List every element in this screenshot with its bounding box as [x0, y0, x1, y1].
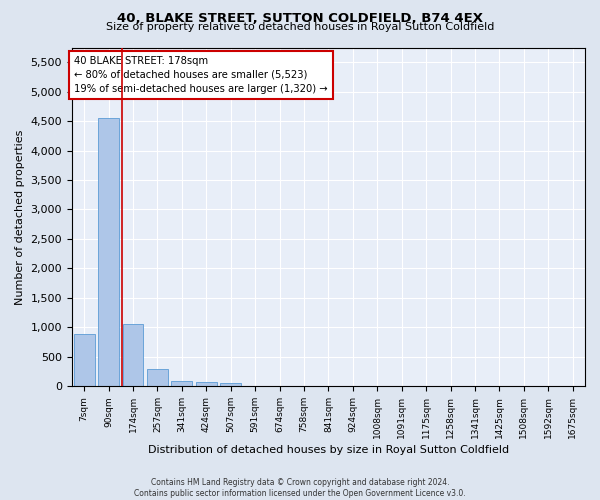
Bar — [98, 118, 119, 386]
Bar — [220, 384, 241, 386]
Text: 40, BLAKE STREET, SUTTON COLDFIELD, B74 4EX: 40, BLAKE STREET, SUTTON COLDFIELD, B74 … — [117, 12, 483, 26]
Text: Contains HM Land Registry data © Crown copyright and database right 2024.
Contai: Contains HM Land Registry data © Crown c… — [134, 478, 466, 498]
Text: 40 BLAKE STREET: 178sqm
← 80% of detached houses are smaller (5,523)
19% of semi: 40 BLAKE STREET: 178sqm ← 80% of detache… — [74, 56, 328, 94]
Bar — [74, 334, 95, 386]
X-axis label: Distribution of detached houses by size in Royal Sutton Coldfield: Distribution of detached houses by size … — [148, 445, 509, 455]
Y-axis label: Number of detached properties: Number of detached properties — [15, 129, 25, 304]
Bar — [196, 382, 217, 386]
Text: Size of property relative to detached houses in Royal Sutton Coldfield: Size of property relative to detached ho… — [106, 22, 494, 32]
Bar — [122, 324, 143, 386]
Bar — [172, 381, 192, 386]
Bar — [147, 370, 168, 386]
